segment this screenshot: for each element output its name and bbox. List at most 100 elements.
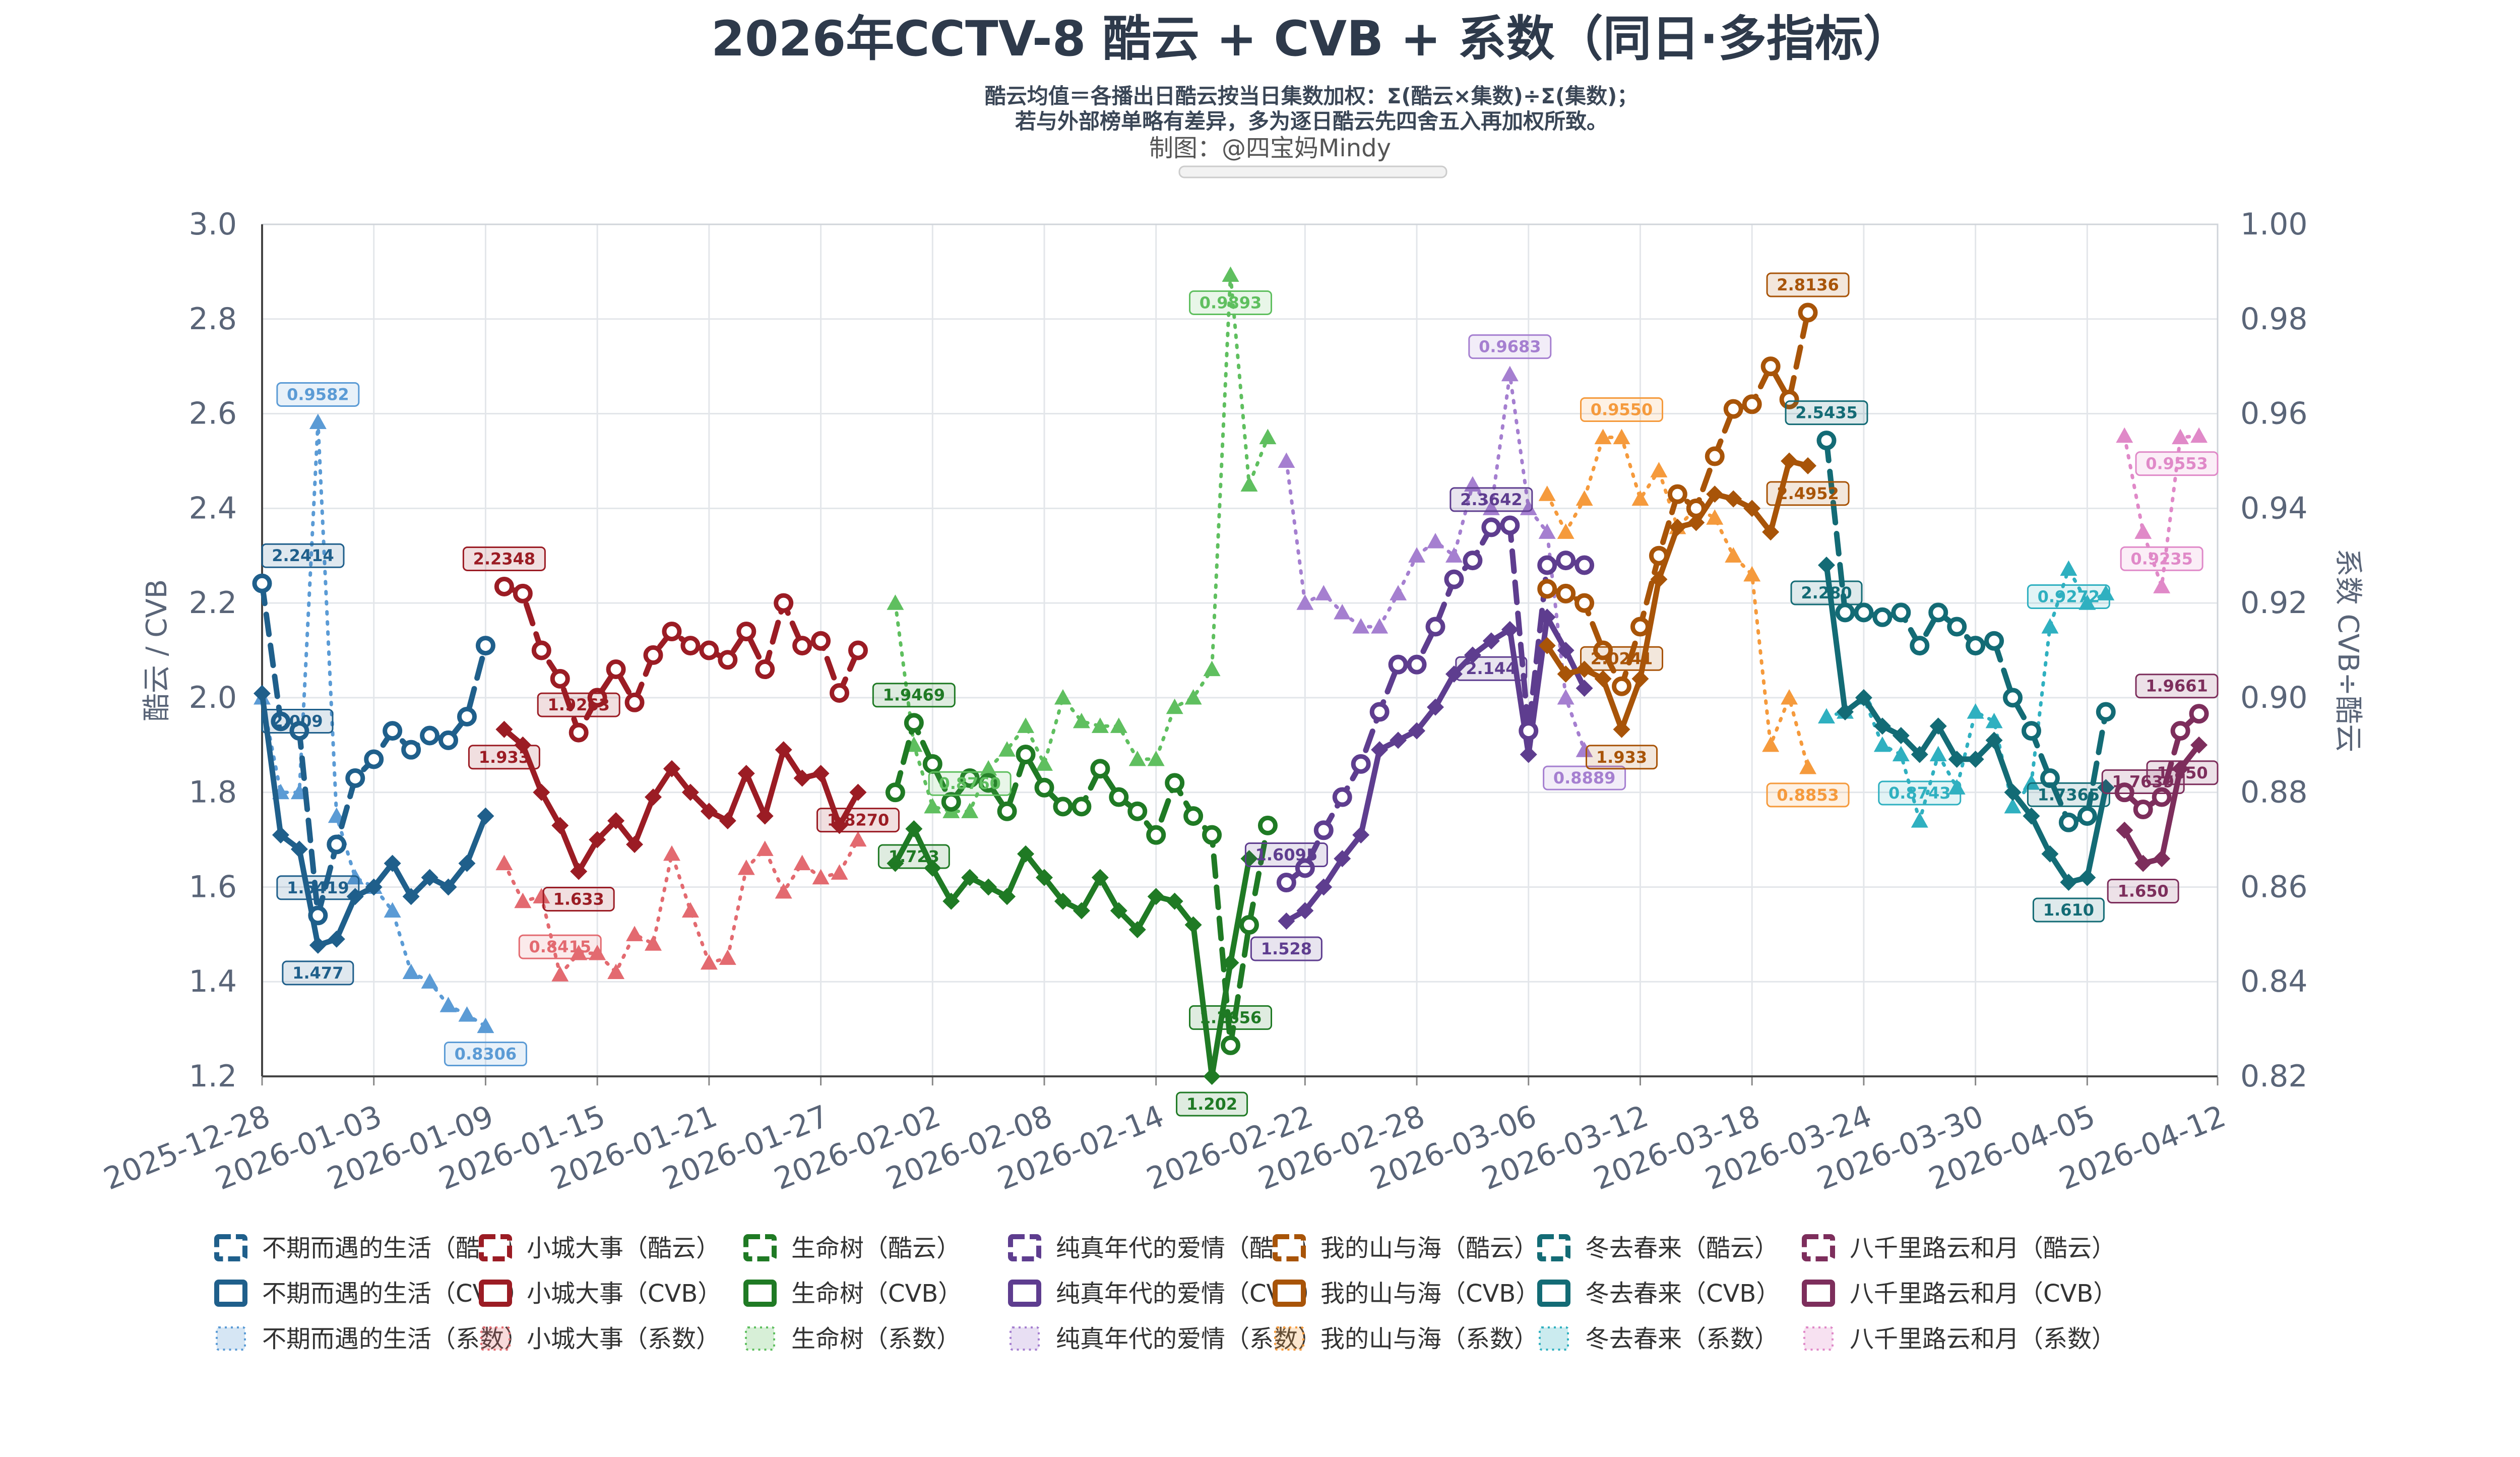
data-label-box [877,844,950,869]
point-cvb [495,720,513,738]
data-label-box [1189,1005,1273,1030]
data-label-box [261,543,345,568]
data-label-box [2135,674,2219,699]
point-kuyun [1742,394,1762,414]
point-coef [514,892,532,908]
point-cvb [589,831,606,848]
point-cvb [1669,518,1686,536]
point-cvb [719,812,736,829]
point-cvb [328,930,345,948]
data-label-box [1766,481,1850,506]
data-label-box [1878,780,1962,806]
point-kuyun [978,773,998,793]
point-cvb [1296,902,1314,920]
point-coef [1743,566,1761,582]
point-coef [645,935,662,951]
point-coef [309,413,327,430]
point-kuyun [1146,825,1166,845]
point-kuyun [438,730,459,750]
point-coef [1576,742,1593,757]
legend-label-cvb: 我的山与海（CVB） [1320,1280,1540,1308]
point-kuyun [1500,515,1520,535]
maker-underline [1178,165,1447,178]
plot-series [252,266,2209,1085]
data-label-box [518,934,602,959]
point-cvb [2134,855,2152,872]
point-coef [1594,429,1612,445]
point-kuyun [1090,759,1110,779]
point-kuyun [755,659,775,680]
y2-tick-label: 0.84 [2240,964,2308,999]
legend-label-cvb: 八千里路云和月（CVB） [1850,1280,2117,1308]
point-kuyun [2133,800,2153,820]
point-kuyun [1221,1035,1241,1055]
data-label: 1.9469 [883,686,945,705]
point-cvb [1166,892,1183,910]
point-kuyun [1369,702,1390,722]
data-label: 2.3642 [1460,490,1522,509]
point-coef [793,855,811,871]
point-cvb [700,803,718,820]
point-coef [1445,547,1463,563]
legend-swatch-kuyun [214,1234,247,1261]
legend-label-kuyun: 我的山与海（酷云） [1320,1234,1538,1262]
point-cvb [905,820,923,837]
data-label-box [1468,334,1552,359]
point-coef [1892,746,1910,762]
point-coef [1631,490,1649,506]
point-kuyun [457,706,477,726]
point-cvb [1408,722,1426,740]
point-kuyun [494,576,514,596]
point-kuyun [1574,593,1595,613]
data-label: 1.477 [292,963,343,983]
point-coef [1259,429,1277,445]
point-cvb [1613,720,1630,738]
point-cvb [309,936,327,954]
data-label: 1.528 [1261,939,1312,958]
point-cvb [1371,741,1389,759]
legend-swatch-coef [216,1326,246,1351]
data-label-box [1586,745,1658,770]
data-label-box [1766,272,1850,297]
point-cvb [1278,913,1295,930]
data-label-box [1766,782,1850,808]
point-cvb [2060,874,2077,891]
point-coef [1222,266,1239,282]
point-cvb [272,826,289,844]
data-label: 1.5419 [287,878,349,897]
series-line-cvb [1823,562,2109,885]
point-coef [2134,523,2152,539]
data-label-box [872,683,956,708]
data-label-box [1250,936,1322,961]
data-label-box [816,808,900,833]
point-coef [1203,660,1221,677]
point-coef [1725,547,1742,563]
y-tick-label: 1.8 [189,775,237,810]
data-label-box [468,745,540,770]
legend-label-coef: 八千里路云和月（系数） [1850,1325,2116,1353]
point-kuyun [1984,631,2004,651]
point-kuyun [2170,721,2190,741]
point-kuyun [1388,654,1408,675]
point-cvb [2172,760,2189,777]
series-line-cvb [1283,614,1588,924]
data-label: 2.8136 [1777,275,1839,294]
legend-swatch-cvb [1008,1280,1041,1307]
legend-swatch-cvb [214,1280,247,1307]
point-coef [1538,485,1556,501]
point-coef [2172,429,2189,445]
point-coef [589,944,606,960]
point-kuyun [401,740,421,760]
point-kuyun [2077,806,2097,826]
point-cvb [1855,689,1872,706]
data-label: 1.9263 [547,695,609,714]
point-kuyun [1463,551,1483,571]
point-kuyun [1966,636,1986,656]
point-kuyun [774,593,794,613]
point-kuyun [1332,787,1352,807]
point-coef [439,997,457,1012]
data-label: 2.144 [1466,659,1517,678]
point-kuyun [1072,797,1092,817]
legend-swatch-coef [1803,1326,1834,1351]
point-cvb [1054,892,1072,910]
